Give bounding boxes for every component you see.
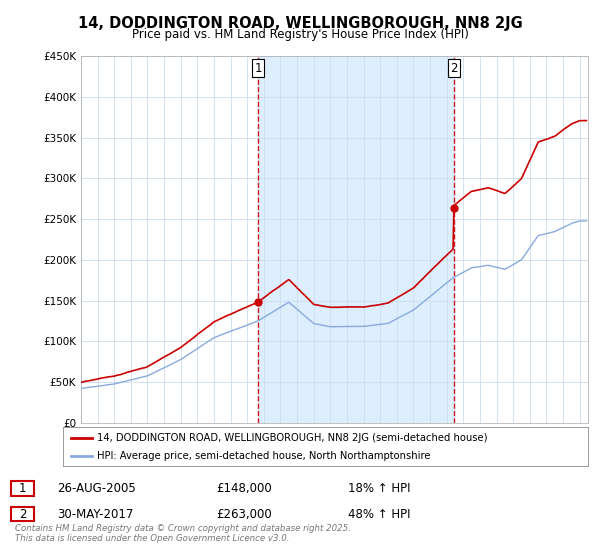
Text: 14, DODDINGTON ROAD, WELLINGBOROUGH, NN8 2JG (semi-detached house): 14, DODDINGTON ROAD, WELLINGBOROUGH, NN8… <box>97 433 488 443</box>
Text: 30-MAY-2017: 30-MAY-2017 <box>57 507 133 521</box>
Text: 2: 2 <box>19 507 26 521</box>
Text: 18% ↑ HPI: 18% ↑ HPI <box>348 482 410 495</box>
Text: £148,000: £148,000 <box>216 482 272 495</box>
Text: 26-AUG-2005: 26-AUG-2005 <box>57 482 136 495</box>
Text: 48% ↑ HPI: 48% ↑ HPI <box>348 507 410 521</box>
Text: 1: 1 <box>19 482 26 495</box>
Bar <box>258 56 454 423</box>
Text: Contains HM Land Registry data © Crown copyright and database right 2025.
This d: Contains HM Land Registry data © Crown c… <box>15 524 351 543</box>
Text: 2: 2 <box>450 62 457 74</box>
Text: £263,000: £263,000 <box>216 507 272 521</box>
Text: Price paid vs. HM Land Registry's House Price Index (HPI): Price paid vs. HM Land Registry's House … <box>131 28 469 41</box>
Text: 1: 1 <box>254 62 262 74</box>
Text: 14, DODDINGTON ROAD, WELLINGBOROUGH, NN8 2JG: 14, DODDINGTON ROAD, WELLINGBOROUGH, NN8… <box>77 16 523 31</box>
Text: HPI: Average price, semi-detached house, North Northamptonshire: HPI: Average price, semi-detached house,… <box>97 451 431 461</box>
